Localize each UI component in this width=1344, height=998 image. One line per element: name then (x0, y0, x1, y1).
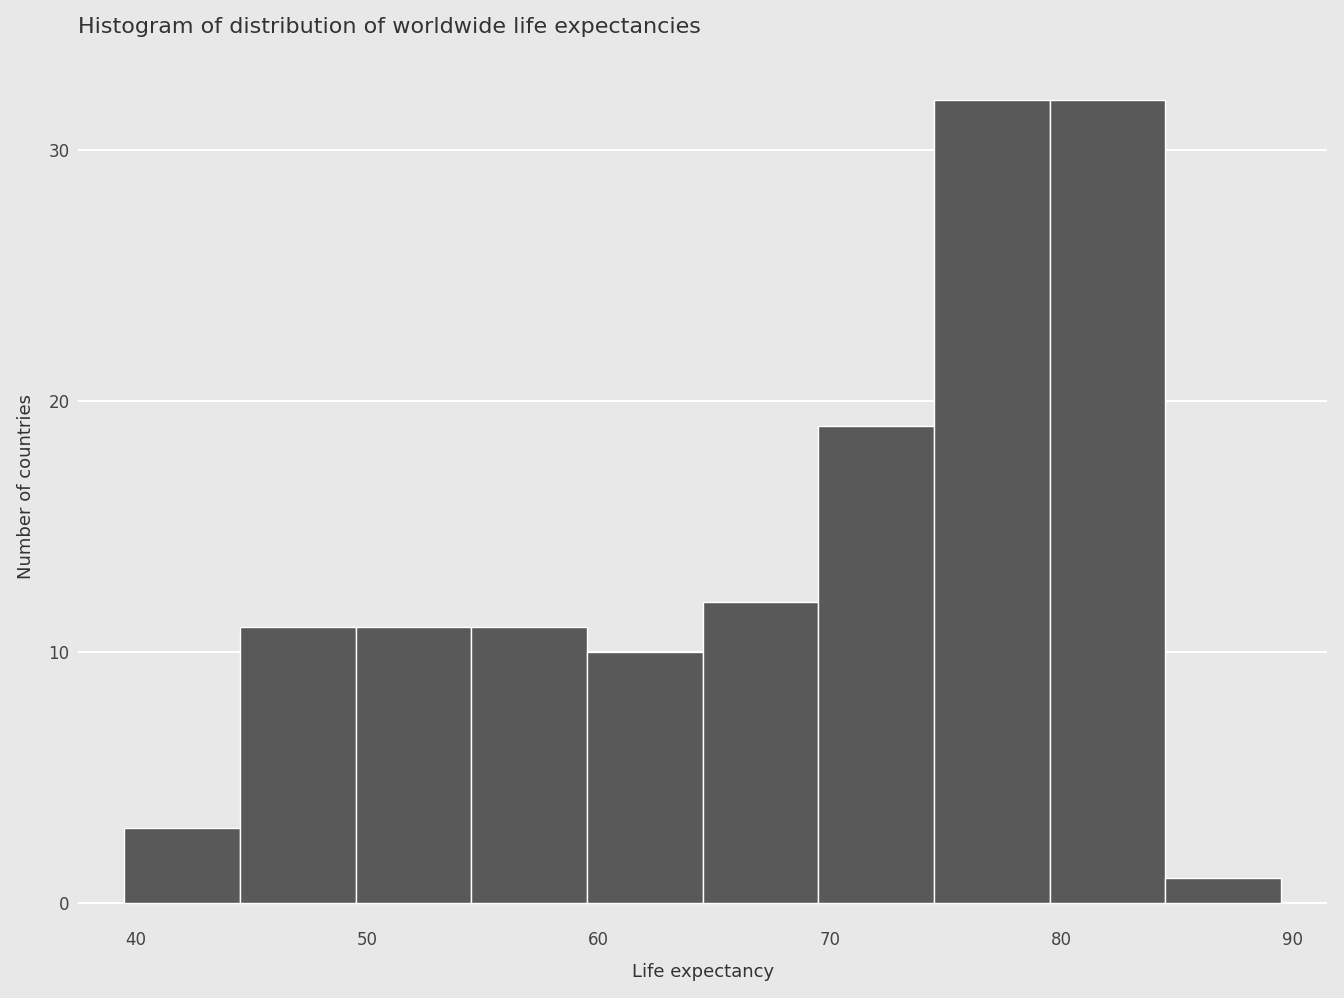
Bar (124, 827, 241, 903)
Bar (356, 627, 472, 903)
Text: Histogram of distribution of worldwide life expectancies: Histogram of distribution of worldwide l… (78, 17, 700, 37)
Bar (934, 100, 1050, 903)
Bar (241, 627, 356, 903)
Bar (1050, 100, 1165, 903)
Bar (703, 602, 818, 903)
Bar (472, 627, 587, 903)
Bar (1165, 878, 1281, 903)
X-axis label: Life expectancy: Life expectancy (632, 963, 774, 981)
Bar (587, 652, 703, 903)
Y-axis label: Number of countries: Number of countries (16, 394, 35, 579)
Bar (818, 426, 934, 903)
